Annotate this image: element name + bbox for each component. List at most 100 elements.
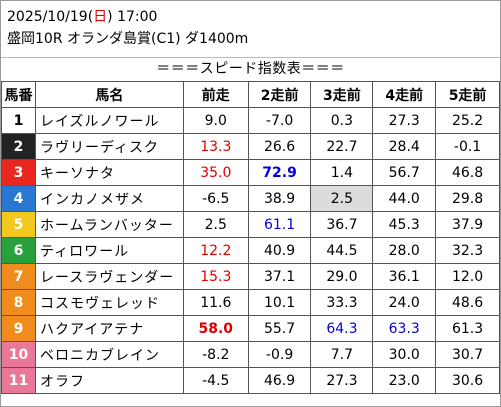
horse-name: ベロニカブレイン [34, 341, 184, 368]
speed-value: 22.7 [310, 133, 374, 160]
speed-value: 27.3 [310, 367, 374, 394]
header-row: 馬番 馬名 前走 2走前 3走前 4走前 5走前 [1, 81, 500, 108]
speed-value: 44.0 [372, 185, 437, 212]
horse-name: キーソナタ [34, 159, 184, 186]
speed-value: 1.4 [310, 159, 374, 186]
horse-number: 5 [1, 211, 36, 238]
table-row: 8 コスモヴェレッド 11.6 10.1 33.3 24.0 48.6 [1, 289, 500, 316]
col-header-2nd: 2走前 [247, 81, 312, 108]
speed-value: 28.0 [372, 237, 437, 264]
speed-value: 30.6 [435, 367, 500, 394]
speed-value: 37.9 [435, 211, 500, 238]
weekday-open: ( [87, 9, 94, 25]
race-title: 盛岡10R オランダ島賞(C1) ダ1400m [7, 31, 249, 47]
table-row: 9 ハクアイアテナ 58.0 55.7 64.3 63.3 61.3 [1, 315, 500, 342]
table-banner: ＝＝＝スピード指数表＝＝＝ [1, 57, 500, 81]
speed-value: 29.8 [435, 185, 500, 212]
speed-value: 10.1 [247, 289, 312, 316]
speed-value: 30.0 [372, 341, 437, 368]
speed-value: 32.3 [435, 237, 500, 264]
weekday-close: ) [107, 9, 113, 25]
speed-value: 9.0 [182, 107, 249, 134]
horse-number: 3 [1, 159, 36, 186]
speed-value: 33.3 [310, 289, 374, 316]
horse-number: 7 [1, 263, 36, 290]
horse-name: ティロワール [34, 237, 184, 264]
speed-value: 23.0 [372, 367, 437, 394]
horse-name: ハクアイアテナ [34, 315, 184, 342]
speed-value: -0.1 [435, 133, 500, 160]
speed-value: 27.3 [372, 107, 437, 134]
col-header-last: 前走 [182, 81, 249, 108]
speed-value: -6.5 [182, 185, 249, 212]
speed-value: 61.1 [247, 211, 312, 238]
col-header-3rd: 3走前 [310, 81, 374, 108]
speed-value: 12.2 [182, 237, 249, 264]
speed-value: 15.3 [182, 263, 249, 290]
speed-value: 37.1 [247, 263, 312, 290]
horse-name: ホームランバッター [34, 211, 184, 238]
speed-value: 30.7 [435, 341, 500, 368]
speed-value: 13.3 [182, 133, 249, 160]
horse-number: 9 [1, 315, 36, 342]
speed-value: 40.9 [247, 237, 312, 264]
speed-value: 64.3 [310, 315, 374, 342]
speed-value: -4.5 [182, 367, 249, 394]
speed-value: 11.6 [182, 289, 249, 316]
horse-name: コスモヴェレッド [34, 289, 184, 316]
horse-number: 2 [1, 133, 36, 160]
speed-value: -0.9 [247, 341, 312, 368]
col-header-name: 馬名 [34, 81, 184, 108]
horse-number: 10 [1, 341, 36, 368]
horse-number: 11 [1, 367, 36, 394]
col-header-4th: 4走前 [372, 81, 437, 108]
speed-value: -7.0 [247, 107, 312, 134]
table-row: 3 キーソナタ 35.0 72.9 1.4 56.7 46.8 [1, 159, 500, 186]
table-row: 1 レイズルノワール 9.0 -7.0 0.3 27.3 25.2 [1, 107, 500, 134]
horse-name: レイズルノワール [34, 107, 184, 134]
table-row: 7 レースラヴェンダー 15.3 37.1 29.0 36.1 12.0 [1, 263, 500, 290]
weekday: 日 [93, 9, 108, 25]
speed-value: 25.2 [435, 107, 500, 134]
speed-value: 56.7 [372, 159, 437, 186]
horse-name: レースラヴェンダー [34, 263, 184, 290]
table-row: 10 ベロニカブレイン -8.2 -0.9 7.7 30.0 30.7 [1, 341, 500, 368]
speed-value: 0.3 [310, 107, 374, 134]
speed-value: 12.0 [435, 263, 500, 290]
table-row: 6 ティロワール 12.2 40.9 44.5 28.0 32.3 [1, 237, 500, 264]
horse-number: 6 [1, 237, 36, 264]
speed-value: 24.0 [372, 289, 437, 316]
speed-value: 46.9 [247, 367, 312, 394]
race-datetime: 2025/10/19(日) 17:00 [7, 7, 157, 27]
speed-value: 28.4 [372, 133, 437, 160]
speed-value: 63.3 [372, 315, 437, 342]
horse-name: ラヴリーディスク [34, 133, 184, 160]
horse-number: 8 [1, 289, 36, 316]
horse-number: 4 [1, 185, 36, 212]
horse-number: 1 [1, 107, 36, 134]
speed-value: 29.0 [310, 263, 374, 290]
speed-value: 44.5 [310, 237, 374, 264]
speed-value: 36.7 [310, 211, 374, 238]
speed-value: 46.8 [435, 159, 500, 186]
speed-value: 72.9 [247, 159, 312, 186]
speed-value: -8.2 [182, 341, 249, 368]
table-row: 4 インカノメザメ -6.5 38.9 2.5 44.0 29.8 [1, 185, 500, 212]
col-header-5th: 5走前 [435, 81, 500, 108]
speed-value: 26.6 [247, 133, 312, 160]
col-header-number: 馬番 [1, 81, 36, 108]
speed-value: 61.3 [435, 315, 500, 342]
speed-index-table: 馬番 馬名 前走 2走前 3走前 4走前 5走前 1 レイズルノワール 9.0 -7.… [1, 81, 500, 394]
speed-value: 2.5 [182, 211, 249, 238]
speed-value: 45.3 [372, 211, 437, 238]
speed-value: 36.1 [372, 263, 437, 290]
table-row: 11 オラフ -4.5 46.9 27.3 23.0 30.6 [1, 367, 500, 394]
table-row: 5 ホームランバッター 2.5 61.1 36.7 45.3 37.9 [1, 211, 500, 238]
speed-value: 55.7 [247, 315, 312, 342]
speed-value: 48.6 [435, 289, 500, 316]
table-row: 2 ラヴリーディスク 13.3 26.6 22.7 28.4 -0.1 [1, 133, 500, 160]
speed-value: 58.0 [182, 315, 249, 342]
horse-name: インカノメザメ [34, 185, 184, 212]
speed-value: 35.0 [182, 159, 249, 186]
